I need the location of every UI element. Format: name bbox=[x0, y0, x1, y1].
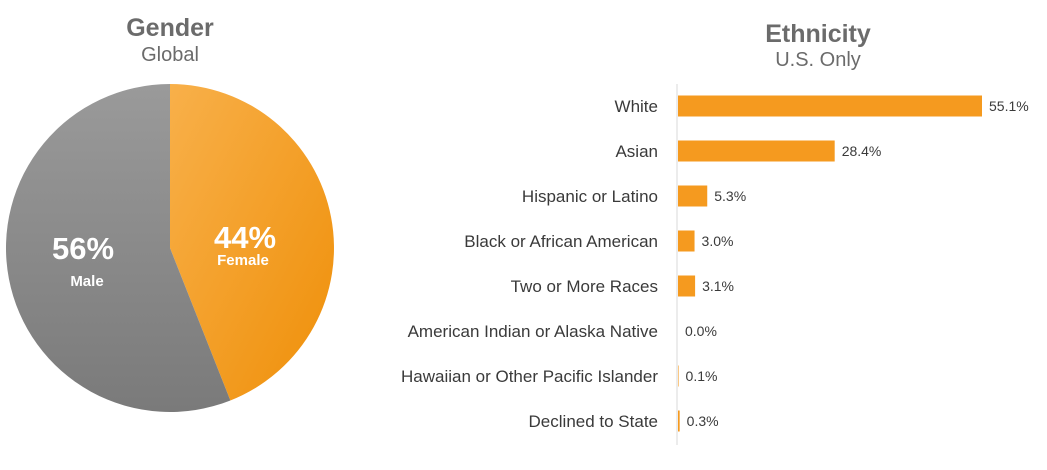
value-label: 55.1% bbox=[989, 98, 1029, 114]
ethnicity-chart-subtitle: U.S. Only bbox=[775, 49, 861, 71]
category-label: Declined to State bbox=[529, 412, 658, 431]
female-slice-label: Female bbox=[217, 252, 269, 269]
value-label: 28.4% bbox=[842, 143, 882, 159]
bar bbox=[678, 365, 679, 387]
bar-row: Black or African American 3.0% bbox=[464, 230, 734, 252]
bar bbox=[678, 140, 835, 162]
value-label: 0.3% bbox=[687, 413, 719, 429]
category-label: Hawaiian or Other Pacific Islander bbox=[401, 367, 658, 386]
male-slice-label: Male bbox=[70, 273, 103, 290]
value-label: 3.1% bbox=[702, 278, 734, 294]
category-label: American Indian or Alaska Native bbox=[408, 322, 658, 341]
value-label: 0.1% bbox=[686, 368, 718, 384]
bar-row: Hawaiian or Other Pacific Islander 0.1% bbox=[401, 365, 718, 387]
gender-chart-title: Gender bbox=[126, 14, 214, 42]
bar bbox=[678, 275, 696, 297]
pie-slice-male bbox=[5, 84, 231, 413]
pie-slices bbox=[5, 84, 334, 413]
category-label: White bbox=[615, 97, 658, 116]
bar bbox=[678, 95, 982, 117]
bar bbox=[678, 230, 695, 252]
bar bbox=[678, 410, 680, 432]
gender-chart: Gender Global 44% Female 56% Male bbox=[5, 14, 334, 413]
pie-slice-female bbox=[170, 84, 334, 401]
ethnicity-chart-title: Ethnicity bbox=[765, 20, 871, 48]
bar-row: Declined to State 0.3% bbox=[529, 410, 719, 432]
ethnicity-chart: Ethnicity U.S. Only White 55.1% Asian 28.4%… bbox=[401, 20, 1029, 445]
gender-chart-subtitle: Global bbox=[141, 44, 199, 66]
bar-row: White 55.1% bbox=[615, 95, 1029, 117]
category-label: Asian bbox=[615, 142, 658, 161]
male-percent-label: 56% bbox=[52, 231, 114, 266]
value-label: 3.0% bbox=[702, 233, 734, 249]
bar-row: Two or More Races 3.1% bbox=[511, 275, 734, 297]
value-label: 5.3% bbox=[714, 188, 746, 204]
bar-row: American Indian or Alaska Native 0.0% bbox=[408, 322, 717, 341]
bar-row: Hispanic or Latino 5.3% bbox=[522, 185, 746, 207]
value-label: 0.0% bbox=[685, 323, 717, 339]
category-label: Hispanic or Latino bbox=[522, 187, 658, 206]
female-percent-label: 44% bbox=[214, 220, 276, 255]
bar-rows: White 55.1% Asian 28.4% Hispanic or Latino 5.… bbox=[401, 95, 1029, 432]
category-label: Black or African American bbox=[464, 232, 658, 251]
bar bbox=[678, 185, 708, 207]
bar-row: Asian 28.4% bbox=[615, 140, 882, 162]
category-label: Two or More Races bbox=[511, 277, 658, 296]
